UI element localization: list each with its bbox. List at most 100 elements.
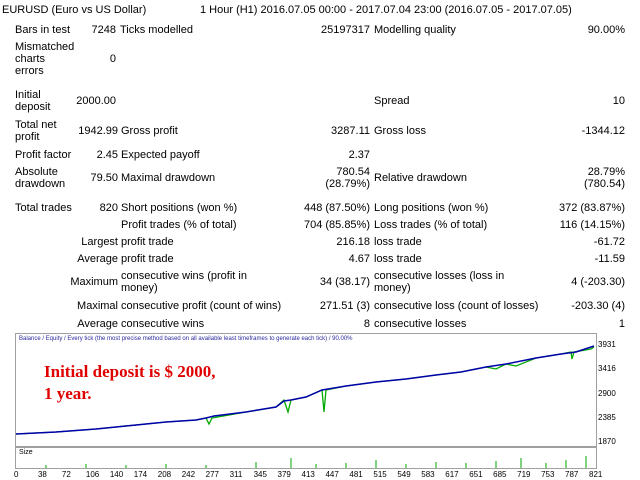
pf-value: 2.45	[96, 149, 118, 161]
maxdd-label: Maximal drawdown	[121, 172, 216, 184]
average-profit-value: 4.67	[348, 253, 370, 265]
y-tick: 3416	[598, 364, 616, 373]
overlay-text-deposit: Initial deposit is $ 2000,	[44, 362, 216, 381]
x-tick: 617	[445, 470, 459, 479]
ticks-value: 25197317	[321, 24, 370, 36]
x-tick: 753	[541, 470, 555, 479]
maxdd-value-2: (28.79%)	[325, 178, 370, 190]
bars-label: Bars in test	[15, 24, 71, 36]
x-tick: 38	[37, 470, 47, 479]
balance-line	[16, 345, 595, 435]
cons-losses-value: 4 (-203.30)	[571, 276, 625, 288]
size-label: Size	[19, 449, 33, 456]
payoff-value: 2.37	[348, 149, 370, 161]
payoff-label: Expected payoff	[121, 149, 200, 161]
x-tick: 413	[301, 470, 315, 479]
cons-wins-label-2: money)	[121, 282, 158, 294]
x-tick: 311	[229, 470, 243, 479]
reldd-value-1: 28.79%	[587, 166, 625, 178]
reldd-label: Relative drawdown	[374, 172, 467, 184]
equity-line	[16, 346, 595, 435]
average-label: Average	[77, 253, 118, 265]
x-tick: 515	[373, 470, 387, 479]
grossprofit-label: Gross profit	[121, 125, 178, 137]
y-tick: 2900	[598, 389, 616, 398]
x-tick: 106	[85, 470, 100, 479]
cons-wins-value: 34 (38.17)	[319, 276, 370, 288]
x-tick: 140	[109, 470, 124, 479]
pf-label: Profit factor	[15, 149, 72, 161]
deposit-label-2: deposit	[15, 101, 51, 113]
chart-legend: Balance / Equity / Every tick (the most …	[19, 336, 353, 342]
x-tick: 651	[469, 470, 483, 479]
avg-cons-losses-value: 1	[618, 318, 625, 330]
trades-label: Total trades	[15, 202, 72, 214]
short-label: Short positions (won %)	[121, 202, 238, 214]
deposit-label-1: Initial	[15, 89, 41, 101]
netprofit-label-2: profit	[15, 131, 40, 143]
largest-loss-label: loss trade	[374, 236, 422, 248]
absdd-label-1: Absolute	[15, 166, 58, 178]
netprofit-value: 1942.99	[78, 125, 118, 137]
symbol-title: EURUSD (Euro vs US Dollar)	[2, 4, 147, 16]
x-tick: 174	[133, 470, 148, 479]
loss-trades-label: Loss trades (% of total)	[374, 219, 488, 231]
x-tick: 685	[493, 470, 507, 479]
x-tick: 379	[277, 470, 291, 479]
absdd-value: 79.50	[90, 172, 118, 184]
spread-label: Spread	[374, 95, 410, 107]
average-loss-label: loss trade	[374, 253, 422, 265]
avg-cons-wins-value: 8	[363, 318, 370, 330]
x-tick: 481	[349, 470, 363, 479]
absdd-label-2: drawdown	[15, 178, 66, 190]
largest-label: Largest	[81, 236, 118, 248]
x-tick: 447	[325, 470, 339, 479]
avg-cons-wins-label: consecutive wins	[121, 318, 205, 330]
short-value: 448 (87.50%)	[303, 202, 370, 214]
x-tick: 242	[181, 470, 196, 479]
size-bars	[45, 456, 587, 468]
x-tick: 0	[14, 470, 19, 479]
profit-trades-value: 704 (85.85%)	[303, 219, 370, 231]
y-tick: 2385	[598, 413, 616, 422]
largest-loss-value: -61.72	[593, 236, 625, 248]
ticks-label: Ticks modelled	[120, 24, 193, 36]
size-chart: Size	[15, 447, 597, 469]
x-tick: 208	[157, 470, 172, 479]
mismatch-label-1: Mismatched	[15, 41, 75, 53]
x-tick: 345	[253, 470, 267, 479]
cons-loss-label: consecutive loss (count of losses)	[374, 300, 539, 312]
maxdd-value-1: 780.54	[336, 166, 370, 178]
quality-value: 90.00%	[587, 24, 625, 36]
overlay-text-year: 1 year.	[44, 384, 92, 403]
x-tick: 277	[205, 470, 220, 479]
average-cons-label: Average	[77, 318, 118, 330]
x-tick: 549	[397, 470, 411, 479]
cons-profit-value: 271.51 (3)	[319, 300, 370, 312]
mismatch-label-2: charts	[15, 53, 45, 65]
deposit-value: 2000.00	[76, 95, 116, 107]
x-tick: 821	[589, 470, 603, 479]
y-tick: 3931	[598, 340, 616, 349]
grossprofit-value: 3287.11	[331, 125, 370, 137]
long-label: Long positions (won %)	[374, 202, 489, 214]
maximum-label: Maximum	[70, 276, 118, 288]
bars-value: 7248	[91, 24, 116, 36]
reldd-value-2: (780.54)	[584, 178, 625, 190]
mismatch-label-3: errors	[15, 65, 44, 77]
cons-losses-label-2: money)	[374, 282, 411, 294]
x-tick: 583	[421, 470, 435, 479]
balance-equity-chart: Balance / Equity / Every tick (the most …	[15, 333, 597, 447]
grossloss-label: Gross loss	[374, 125, 426, 137]
avg-cons-losses-label: consecutive losses	[374, 318, 467, 330]
largest-profit-label: profit trade	[121, 236, 174, 248]
x-tick: 719	[517, 470, 531, 479]
cons-wins-label-1: consecutive wins (profit in	[121, 270, 247, 282]
grossloss-value: -1344.12	[581, 125, 625, 137]
x-tick: 72	[61, 470, 71, 479]
cons-profit-label: consecutive profit (count of wins)	[121, 300, 282, 312]
profit-trades-label: Profit trades (% of total)	[121, 219, 237, 231]
long-value: 372 (83.87%)	[558, 202, 625, 214]
average-loss-value: -11.59	[594, 253, 625, 265]
cons-loss-value: -203.30 (4)	[571, 300, 625, 312]
